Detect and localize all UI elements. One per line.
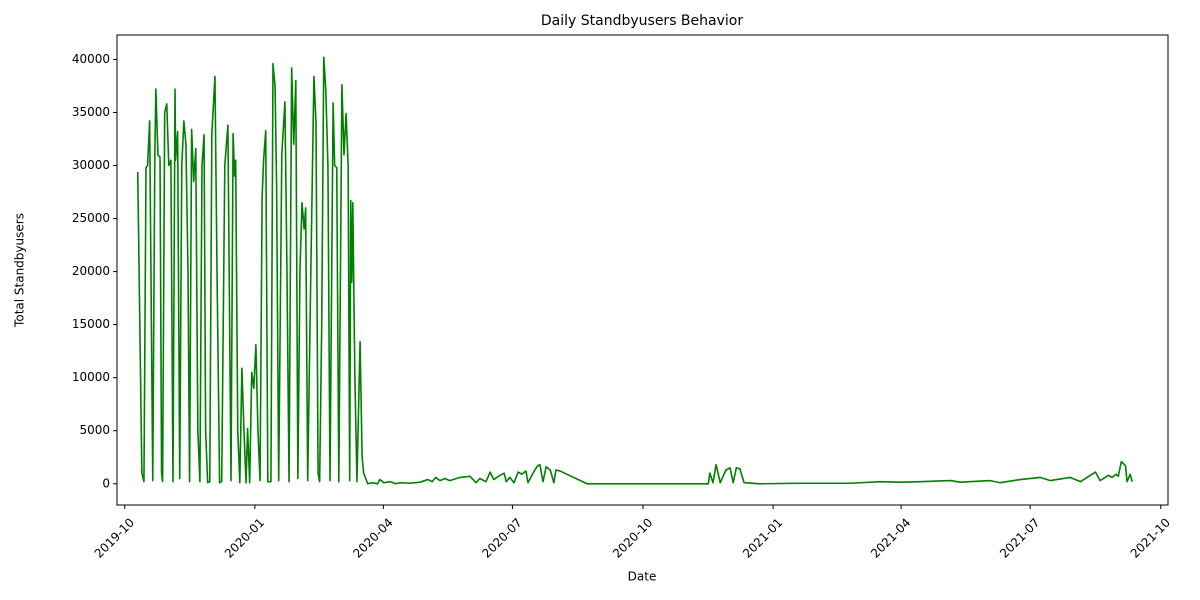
y-tick-label: 5000	[79, 423, 110, 437]
x-tick-label: 2020-01	[222, 515, 267, 560]
x-tick-label: 2021-07	[997, 515, 1042, 560]
x-tick-label: 2020-04	[350, 515, 395, 560]
y-tick-label: 20000	[72, 264, 110, 278]
y-tick-label: 35000	[72, 105, 110, 119]
x-tick-label: 2020-10	[610, 515, 655, 560]
x-tick-label: 2020-07	[479, 515, 524, 560]
y-tick-label: 10000	[72, 370, 110, 384]
x-tick-label: 2021-04	[868, 515, 913, 560]
y-tick-label: 40000	[72, 52, 110, 66]
chart-title: Daily Standbyusers Behavior	[541, 13, 743, 29]
y-tick-label: 30000	[72, 158, 110, 172]
x-tick-label: 2021-01	[740, 515, 785, 560]
plot-frame	[116, 34, 1169, 506]
y-tick-label: 0	[102, 476, 110, 490]
x-tick-label: 2021-10	[1128, 515, 1173, 560]
y-axis-label: Total Standbyusers	[13, 213, 27, 328]
x-tick-label: 2019-10	[92, 515, 137, 560]
x-axis-label: Date	[628, 570, 657, 584]
data-line	[136, 56, 1134, 485]
y-tick-label: 15000	[72, 317, 110, 331]
y-tick-label: 25000	[72, 211, 110, 225]
